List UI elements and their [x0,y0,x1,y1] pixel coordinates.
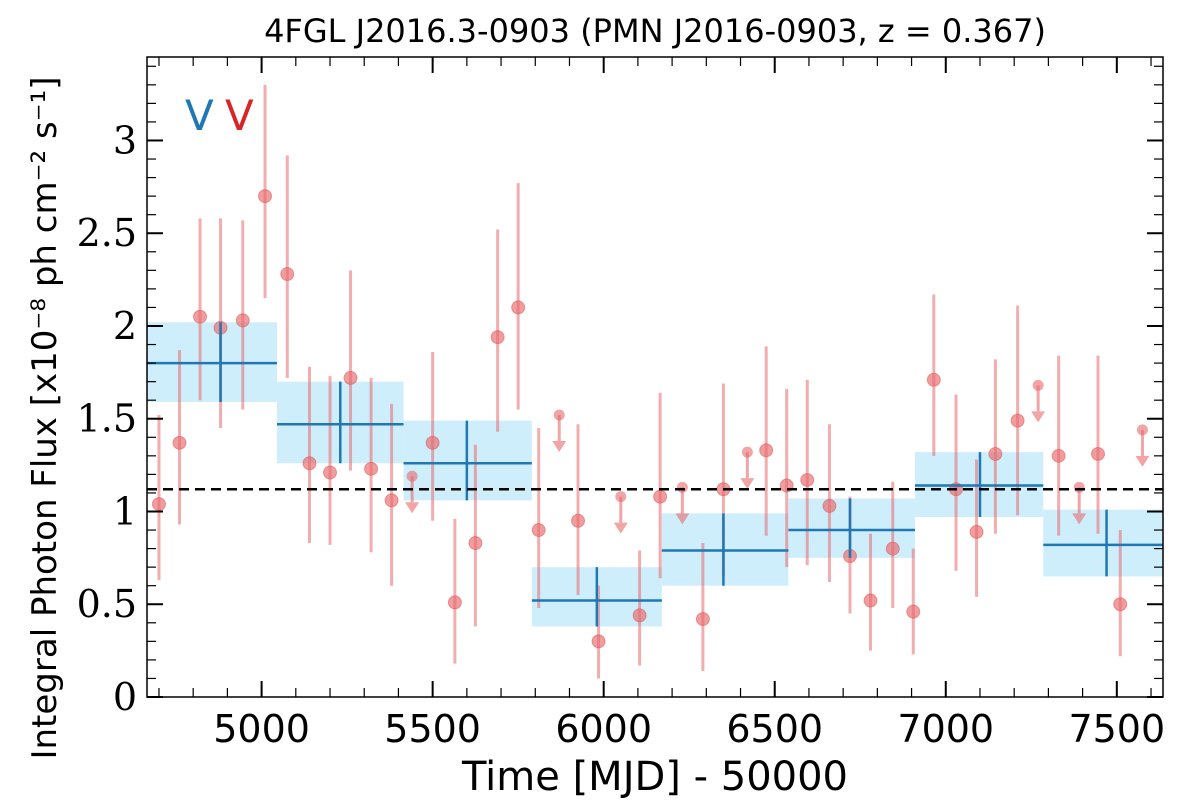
upper-limit-point [1136,424,1148,436]
x-tick-label: 5000 [213,707,310,751]
flux-point [511,300,526,315]
flux-point [969,524,984,539]
flux-point [384,493,399,508]
flux-point [632,608,647,623]
flux-point [822,498,837,513]
flux-point [425,435,440,450]
flux-point [235,313,250,328]
upper-limit-arrow [1135,455,1150,467]
flux-point [988,446,1003,461]
x-axis-label: Time [MJD] - 50000 [461,754,848,800]
flux-point [695,612,710,627]
variability-marker: V [185,91,214,140]
flux-point [172,435,187,450]
upper-limit-arrow [552,441,567,453]
flux-point [280,267,295,282]
x-tick-label: 6000 [555,707,652,751]
y-tick-label: 0 [113,675,137,719]
x-tick-label: 7000 [897,707,994,751]
y-tick-label: 2 [113,304,137,348]
y-tick-label: 2.5 [77,211,137,255]
flux-point [302,456,317,471]
y-tick-label: 1 [113,489,137,533]
flux-point [800,472,815,487]
upper-limit-arrow [613,522,628,534]
flux-point [1010,413,1025,428]
flux-point [571,513,586,528]
flux-point [1091,446,1106,461]
flux-point [531,523,546,538]
flux-point [863,593,878,608]
flux-point [151,497,166,512]
flux-point [591,634,606,649]
x-tick-label: 5500 [384,707,481,751]
upper-limit-arrow [675,513,690,525]
upper-limit-point [1073,481,1085,493]
upper-limit-point [553,409,565,421]
x-tick-label: 6500 [726,707,823,751]
plot-frame [146,56,1164,698]
upper-limit-point [1032,379,1044,391]
upper-limit-arrow [405,502,420,514]
flux-point [468,536,483,551]
chart-title: 4FGL J2016.3-0903 (PMN J2016-0903, z = 0… [264,12,1046,50]
y-tick-label: 0.5 [77,582,137,626]
flux-point [885,541,900,556]
upper-limit-point [406,470,418,482]
y-tick-label: 3 [113,118,137,162]
flux-point [490,330,505,345]
plot-area: 5000 5500 6000 6500 7000 7500 0 0.5 1 1.5 2 2.5 3 V V [77,56,1165,751]
flux-point [1113,597,1128,612]
flux-point [906,604,921,619]
flux-point [1051,448,1066,463]
x-tick-label: 7500 [1068,707,1165,751]
plot-content [147,84,1163,679]
flux-point [447,595,462,610]
upper-limit-arrow [1072,513,1087,525]
y-tick-label: 1.5 [77,397,137,441]
upper-limit-point [676,481,688,493]
upper-limit-arrow [740,478,755,490]
flux-point [653,489,668,504]
flux-point [759,443,774,458]
flux-point [926,372,941,387]
flux-point [343,370,358,385]
upper-limit-point [615,491,627,503]
flux-point [323,465,338,480]
y-axis-label: Integral Photon Flux [x10⁻⁸ ph cm⁻² s⁻¹] [25,76,65,759]
flux-point [364,461,379,476]
flux-point [258,189,273,204]
bin-band [1043,509,1163,577]
variability-marker: V [225,91,254,140]
upper-limit-point [741,446,753,458]
flux-point [193,309,208,324]
upper-limit-arrow [1031,411,1046,423]
